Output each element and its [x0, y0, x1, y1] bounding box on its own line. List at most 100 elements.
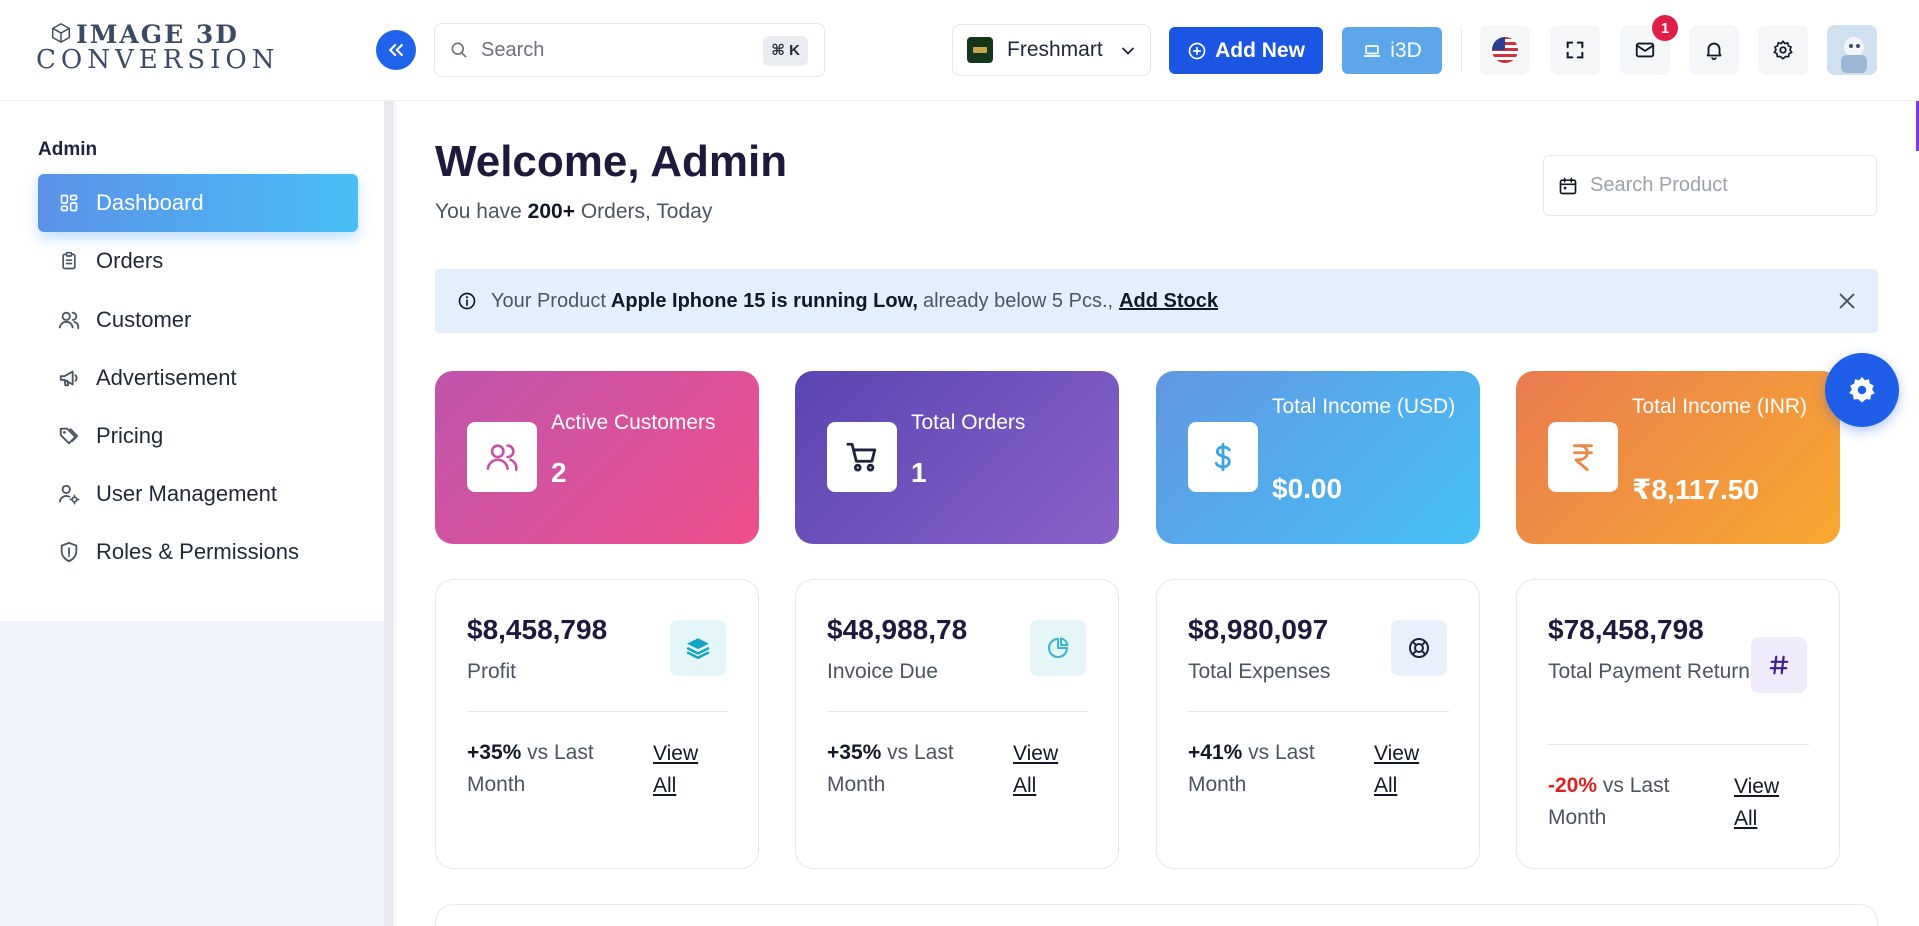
add-stock-link[interactable]: Add Stock	[1119, 289, 1218, 312]
trend-text: vs Last Month	[827, 741, 954, 796]
gear-icon	[1849, 376, 1875, 403]
stat-card-active-customers[interactable]: Active Customers 2	[435, 371, 759, 544]
theme-settings-button[interactable]	[1825, 353, 1899, 427]
sidebar-scrollbar[interactable]	[384, 101, 394, 926]
sidebar: Admin Dashboard Orders Customer Advertis…	[0, 101, 396, 926]
stat-card-income-usd[interactable]: Total Income (USD) $0.00	[1156, 371, 1480, 544]
stat-card-income-inr[interactable]: Total Income (INR) ₹8,117.50	[1516, 371, 1840, 544]
summary-suffix: Orders, Today	[580, 200, 713, 223]
view-all-link[interactable]: View All	[653, 742, 699, 797]
metric-card-invoice-due: $48,988,78 Invoice Due +35% vs Last Mont…	[795, 579, 1119, 869]
header-divider	[1461, 30, 1462, 72]
metric-trend: -20% vs Last Month	[1548, 770, 1718, 834]
alert-prefix: Your Product	[491, 289, 606, 312]
notifications-button[interactable]	[1689, 25, 1739, 75]
metric-divider	[1188, 711, 1449, 712]
metric-amount: $78,458,798	[1548, 614, 1704, 645]
add-new-button[interactable]: Add New	[1169, 27, 1323, 74]
sidebar-item-label: Advertisement	[96, 365, 237, 390]
clipboard-icon	[58, 250, 80, 272]
metric-amount: $8,458,798	[467, 614, 608, 645]
main-content: Welcome, Admin You have 200+ Orders, Tod…	[396, 101, 1919, 926]
view-all-link[interactable]: View All	[1374, 742, 1420, 797]
users-icon	[467, 422, 537, 492]
metric-trend: +41% vs Last Month	[1188, 737, 1358, 801]
cart-icon	[827, 422, 897, 492]
sidebar-empty-area	[0, 621, 384, 926]
search-product-input[interactable]	[1590, 174, 1860, 197]
sidebar-item-dashboard[interactable]: Dashboard	[38, 174, 358, 232]
summary-prefix: You have	[435, 200, 522, 223]
trend-text: vs Last Month	[1188, 741, 1315, 796]
low-stock-alert: Your Product Apple Iphone 15 is running …	[435, 269, 1878, 333]
i3d-button[interactable]: i3D	[1342, 27, 1442, 74]
search-product[interactable]	[1543, 155, 1877, 216]
metric-divider	[827, 711, 1088, 712]
stat-label: Total Orders	[911, 411, 1026, 434]
metric-trend: +35% vs Last Month	[467, 737, 637, 801]
avatar-image	[1827, 25, 1877, 75]
store-logo-icon	[967, 37, 993, 63]
rupee-icon	[1548, 422, 1618, 492]
chevrons-left-icon	[389, 43, 403, 57]
metric-divider	[467, 711, 728, 712]
settings-button[interactable]	[1758, 25, 1808, 75]
sidebar-item-advertisement[interactable]: Advertisement	[38, 349, 358, 407]
page-scrollbar[interactable]	[1916, 101, 1919, 151]
add-new-label: Add New	[1215, 38, 1305, 62]
metric-card-total-expenses: $8,980,097 Total Expenses +41% vs Last M…	[1156, 579, 1480, 869]
sidebar-item-customer[interactable]: Customer	[38, 291, 358, 349]
sidebar-item-roles-permissions[interactable]: Roles & Permissions	[38, 523, 358, 581]
trend-text: vs Last Month	[467, 741, 594, 796]
avatar[interactable]	[1827, 25, 1877, 75]
fullscreen-button[interactable]	[1550, 25, 1600, 75]
stat-value: 1	[911, 457, 927, 488]
tags-icon	[58, 425, 80, 447]
maximize-icon	[1566, 41, 1584, 59]
orders-summary: You have 200+ Orders, Today	[435, 200, 712, 224]
stat-value: 2	[551, 457, 567, 488]
sidebar-item-orders[interactable]: Orders	[38, 232, 358, 290]
us-flag-icon	[1492, 37, 1518, 63]
metric-label: Profit	[467, 660, 517, 683]
logo-text-bottom: CONVERSION	[36, 45, 280, 75]
users-icon	[58, 309, 80, 331]
sidebar-collapse-button[interactable]	[376, 30, 416, 70]
sidebar-item-label: Pricing	[96, 423, 164, 448]
trend-text: vs Last Month	[1548, 774, 1670, 829]
next-section-card	[435, 904, 1878, 926]
metric-amount: $48,988,78	[827, 614, 968, 645]
trend-value: -20%	[1548, 774, 1598, 797]
view-all-link[interactable]: View All	[1013, 742, 1059, 797]
language-button[interactable]	[1480, 25, 1530, 75]
search-input[interactable]	[481, 38, 741, 62]
view-all-link[interactable]: View All	[1734, 775, 1780, 830]
trend-value: +35%	[827, 741, 882, 764]
mail-badge: 1	[1652, 15, 1678, 41]
search-icon	[451, 42, 467, 58]
stat-label: Total Income (USD)	[1272, 395, 1456, 418]
sidebar-item-label: Dashboard	[96, 190, 204, 215]
calendar-icon	[1559, 177, 1577, 194]
stat-value: ₹8,117.50	[1632, 474, 1759, 505]
sidebar-item-user-management[interactable]: User Management	[38, 465, 358, 523]
logo-text-top: IMAGE 3D	[76, 20, 239, 49]
cube-icon	[52, 22, 70, 44]
metric-card-profit: $8,458,798 Profit +35% vs Last Month Vie…	[435, 579, 759, 869]
sidebar-item-label: Roles & Permissions	[96, 539, 299, 564]
alert-product: Apple Iphone 15 is running Low,	[610, 289, 918, 312]
megaphone-icon	[58, 367, 80, 389]
sidebar-item-pricing[interactable]: Pricing	[38, 407, 358, 465]
sidebar-item-label: Orders	[96, 248, 164, 273]
stat-card-total-orders[interactable]: Total Orders 1	[795, 371, 1119, 544]
global-search[interactable]: ⌘ K	[434, 23, 825, 77]
logo[interactable]: IMAGE 3D CONVERSION	[36, 18, 274, 75]
close-icon[interactable]	[1836, 290, 1858, 312]
lifebuoy-icon	[1391, 620, 1447, 676]
chevron-down-icon	[1122, 47, 1134, 55]
layers-icon	[670, 620, 726, 676]
stat-label: Total Income (INR)	[1632, 395, 1808, 418]
store-select[interactable]: Freshmart	[952, 24, 1151, 76]
search-shortcut: ⌘ K	[763, 36, 808, 66]
metric-label: Total Expenses	[1188, 660, 1331, 683]
